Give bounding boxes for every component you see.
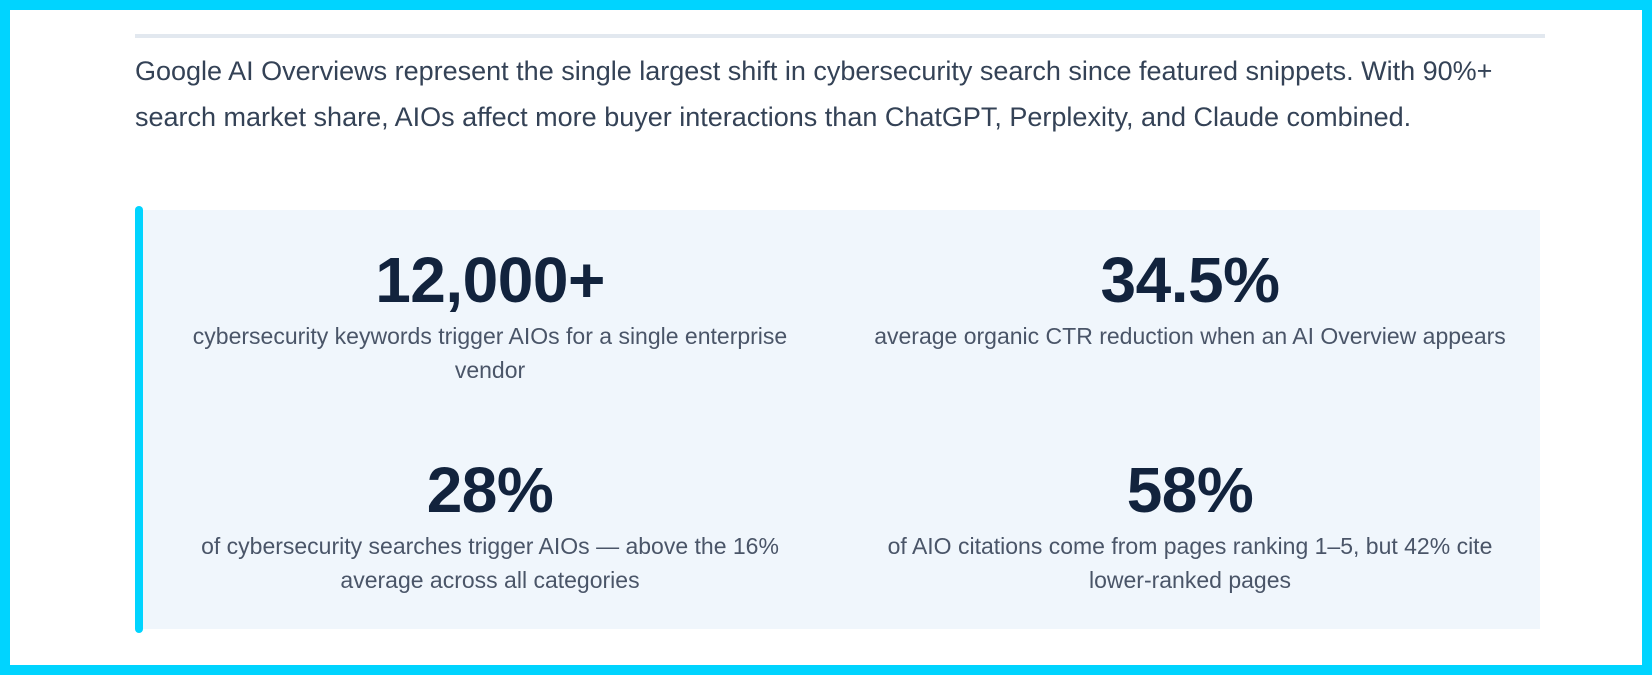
stat-searches-trigger: 28% of cybersecurity searches trigger AI… [160, 455, 820, 597]
divider [135, 34, 1545, 38]
stat-value: 58% [1126, 454, 1254, 526]
stats-accent-bar [135, 206, 143, 633]
stat-description: cybersecurity keywords trigger AIOs for … [192, 323, 788, 383]
stat-keywords-trigger: 12,000+ cybersecurity keywords trigger A… [160, 245, 820, 387]
intro-paragraph: Google AI Overviews represent the single… [135, 56, 1493, 132]
stat-citations-ranking: 58% of AIO citations come from pages ran… [865, 455, 1515, 597]
stat-ctr-reduction: 34.5% average organic CTR reduction when… [865, 245, 1515, 353]
stat-value: 34.5% [1100, 244, 1280, 316]
stat-description: average organic CTR reduction when an AI… [874, 323, 1506, 349]
stat-value: 12,000+ [375, 244, 605, 316]
stat-description: of cybersecurity searches trigger AIOs —… [201, 533, 779, 593]
stats-panel [135, 210, 1540, 629]
stat-description: of AIO citations come from pages ranking… [887, 533, 1493, 593]
stat-value: 28% [426, 454, 554, 526]
